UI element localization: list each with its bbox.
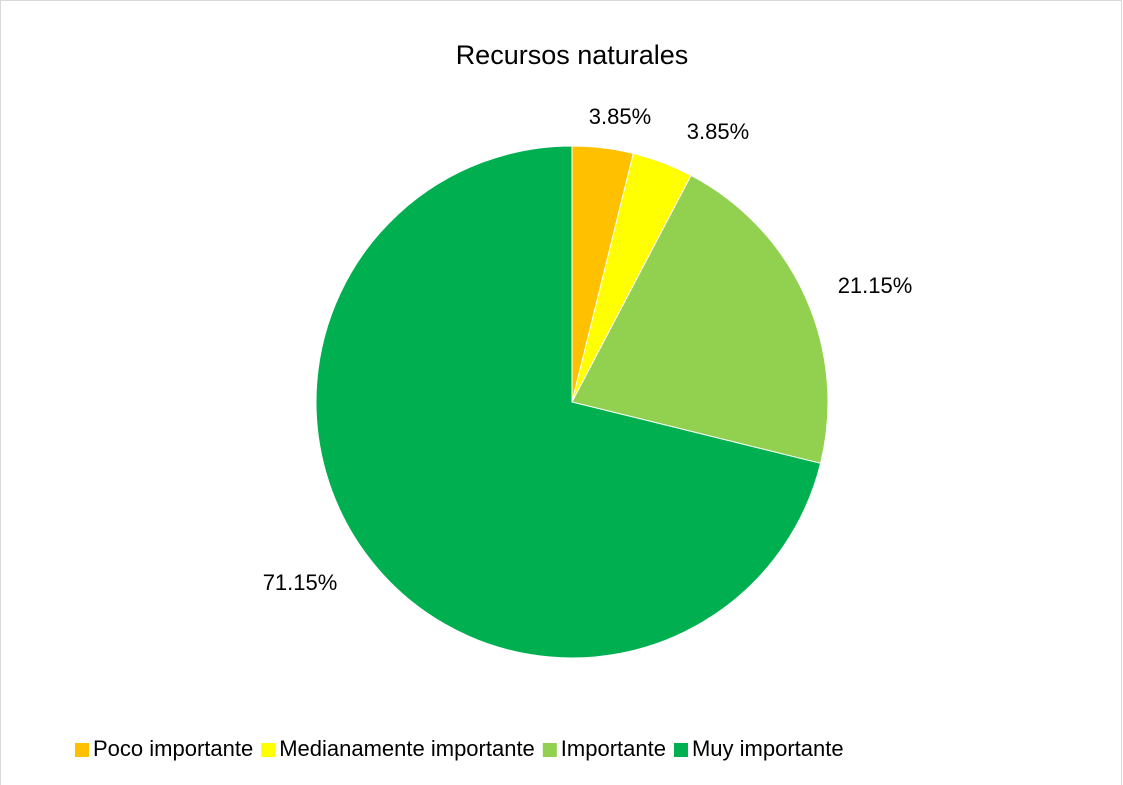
data-label: 3.85%: [687, 119, 749, 144]
legend-swatch: [75, 743, 89, 757]
legend-label: Muy importante: [692, 736, 844, 761]
data-label: 71.15%: [263, 570, 338, 595]
legend-label: Importante: [561, 736, 666, 761]
legend-swatch: [542, 743, 557, 757]
legend-swatch: [673, 743, 688, 757]
pie-slice: [315, 145, 822, 659]
data-label: 21.15%: [838, 273, 913, 298]
pie-slice: [571, 174, 829, 464]
legend-label: Medianamente importante: [279, 736, 535, 761]
legend-swatch: [261, 743, 276, 757]
data-label: 3.85%: [589, 104, 651, 129]
legend-label: Poco importante: [93, 736, 253, 761]
chart-title: Recursos naturales: [456, 40, 689, 70]
